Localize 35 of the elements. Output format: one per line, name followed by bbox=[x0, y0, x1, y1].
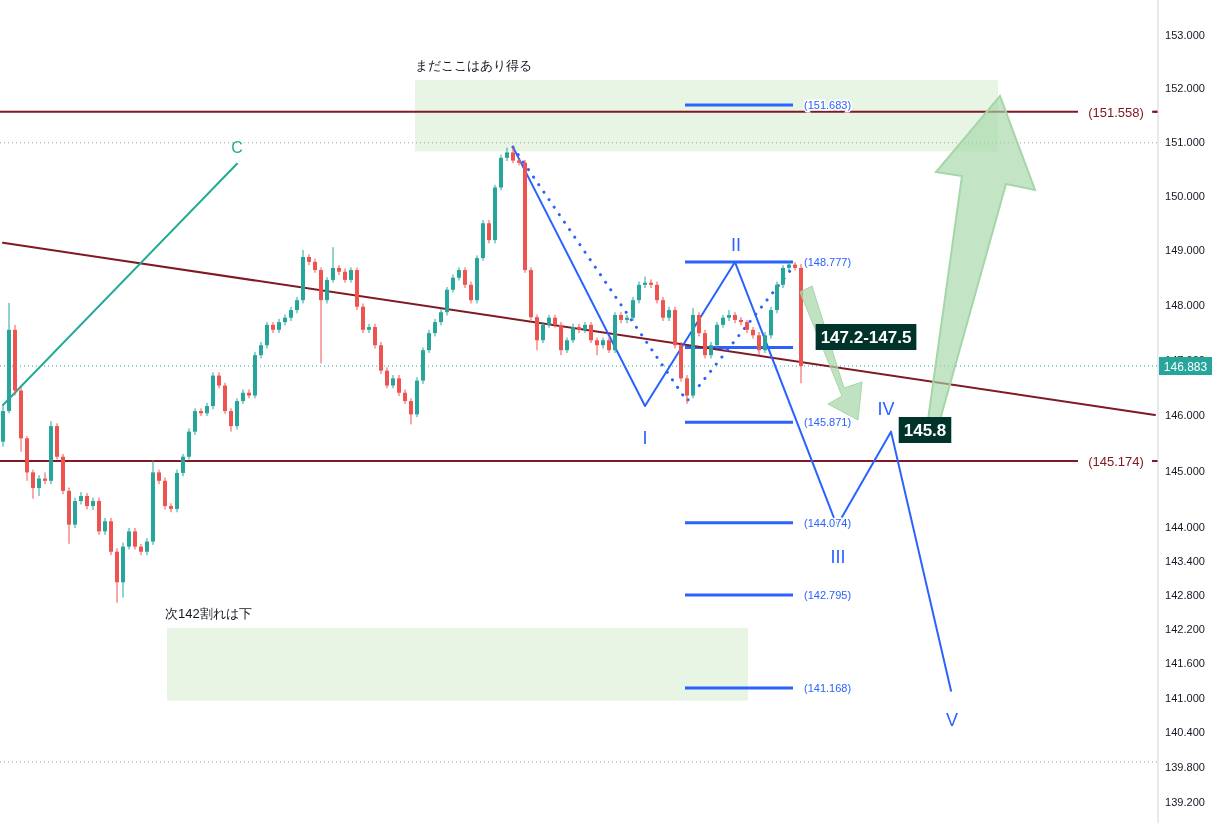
annotation: 145.8 bbox=[903, 421, 947, 440]
y-tick-label: 146.000 bbox=[1165, 408, 1205, 421]
y-tick-label: 139.800 bbox=[1165, 761, 1205, 774]
ref-line-label: 146.883 bbox=[1163, 359, 1208, 374]
band-label: 次142割れは下 bbox=[165, 605, 252, 621]
ref-line-label: (151.683) bbox=[804, 99, 852, 112]
ref-line-label: (148.777) bbox=[804, 256, 852, 269]
y-tick-label: 141.600 bbox=[1165, 657, 1205, 670]
annotation: V bbox=[945, 710, 959, 730]
ref-line-label: (151.558) bbox=[1088, 104, 1144, 120]
annotation: III bbox=[830, 547, 846, 567]
y-tick-label: 143.400 bbox=[1165, 554, 1205, 567]
annotation: 147.2-147.5 bbox=[820, 328, 912, 347]
y-tick-label: 145.000 bbox=[1165, 464, 1205, 477]
y-tick-label: 150.000 bbox=[1165, 189, 1205, 202]
y-tick-label: 149.000 bbox=[1165, 243, 1205, 256]
annotation: IV bbox=[877, 399, 895, 419]
ref-line-label: (142.795) bbox=[804, 589, 852, 602]
ref-line-label: (145.871) bbox=[804, 416, 852, 429]
ref-line-label: (145.174) bbox=[1088, 453, 1144, 469]
y-tick-label: 142.200 bbox=[1165, 622, 1205, 635]
y-tick-label: 139.200 bbox=[1165, 795, 1205, 808]
y-tick-label: 140.400 bbox=[1165, 726, 1205, 739]
y-tick-label: 152.000 bbox=[1165, 82, 1205, 95]
annotation: II bbox=[730, 235, 742, 255]
y-tick-label: 151.000 bbox=[1165, 135, 1205, 148]
y-tick-label: 153.000 bbox=[1165, 28, 1205, 41]
y-tick-label: 142.800 bbox=[1165, 588, 1205, 601]
band-label: まだここはあり得る bbox=[415, 58, 532, 74]
y-tick-label: 144.000 bbox=[1165, 520, 1205, 533]
annotation: C bbox=[231, 139, 243, 156]
ref-line-label: (141.168) bbox=[804, 682, 852, 695]
y-tick-label: 148.000 bbox=[1165, 298, 1205, 311]
annotation: I bbox=[642, 428, 648, 448]
y-tick-label: 141.000 bbox=[1165, 691, 1205, 704]
